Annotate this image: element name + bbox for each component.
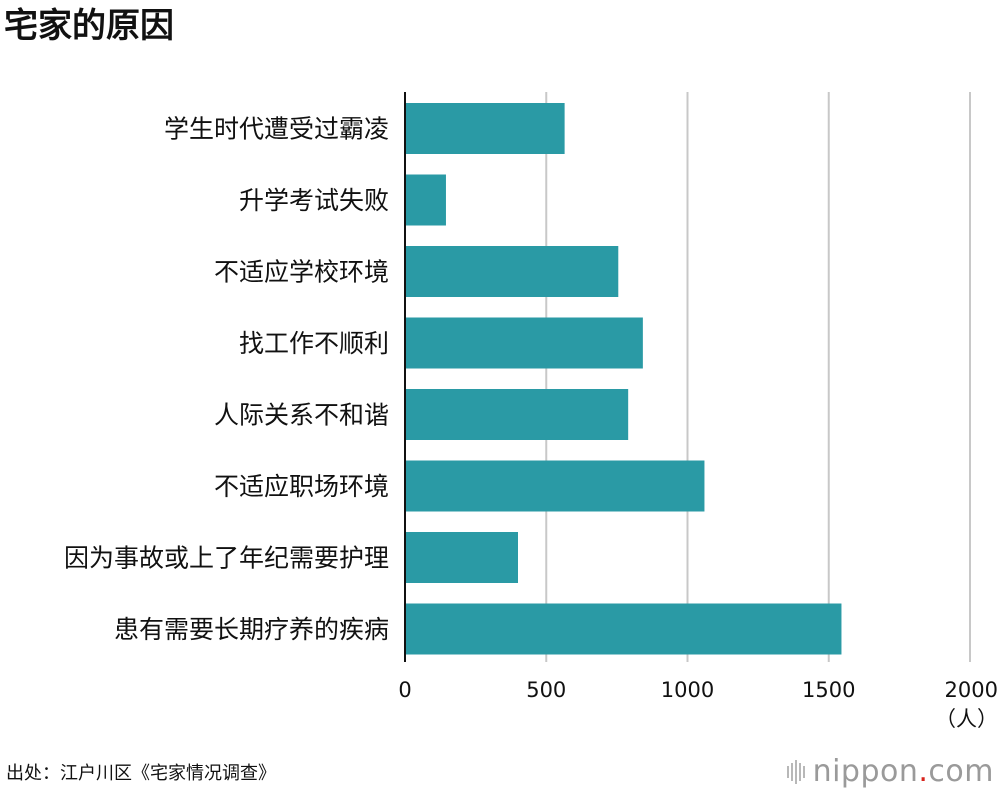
bar [405,317,643,369]
x-tick-label: 1500 [802,678,855,702]
x-tick-label: 0 [398,678,411,702]
grid-lines [545,92,971,662]
bar [405,174,446,226]
x-tick-labels: 0 500 1000 1500 2000 [398,678,998,702]
x-tick-label: 500 [526,678,566,702]
bar [405,532,518,583]
category-label: 找工作不顺利 [239,329,389,358]
bar [405,246,619,297]
bar [405,103,565,154]
source-note: 出处：江户川区《宅家情况调查》 [6,763,276,784]
x-tick-label: 1000 [661,678,714,702]
chart-title: 宅家的原因 [4,6,174,46]
logo-wordmark: nippon.com [812,754,994,789]
category-label: 不适应职场环境 [214,472,389,501]
x-unit-label: （人） [935,707,998,731]
bar [405,389,629,440]
x-tick-label: 2000 [945,678,998,702]
category-label: 学生时代遭受过霸凌 [164,115,389,144]
bar [405,460,705,512]
category-label: 人际关系不和谐 [214,401,389,430]
category-labels: 学生时代遭受过霸凌升学考试失败不适应学校环境找工作不顺利人际关系不和谐不适应职场… [64,115,389,645]
category-label: 不适应学校环境 [214,258,389,287]
category-label: 患有需要长期疗养的疾病 [114,615,389,644]
bars [405,103,842,655]
category-label: 升学考试失败 [239,186,389,215]
logo-bars-icon [786,759,805,784]
nippon-logo: nippon.com [786,754,994,789]
bar [405,603,842,655]
category-label: 因为事故或上了年纪需要护理 [64,544,389,573]
